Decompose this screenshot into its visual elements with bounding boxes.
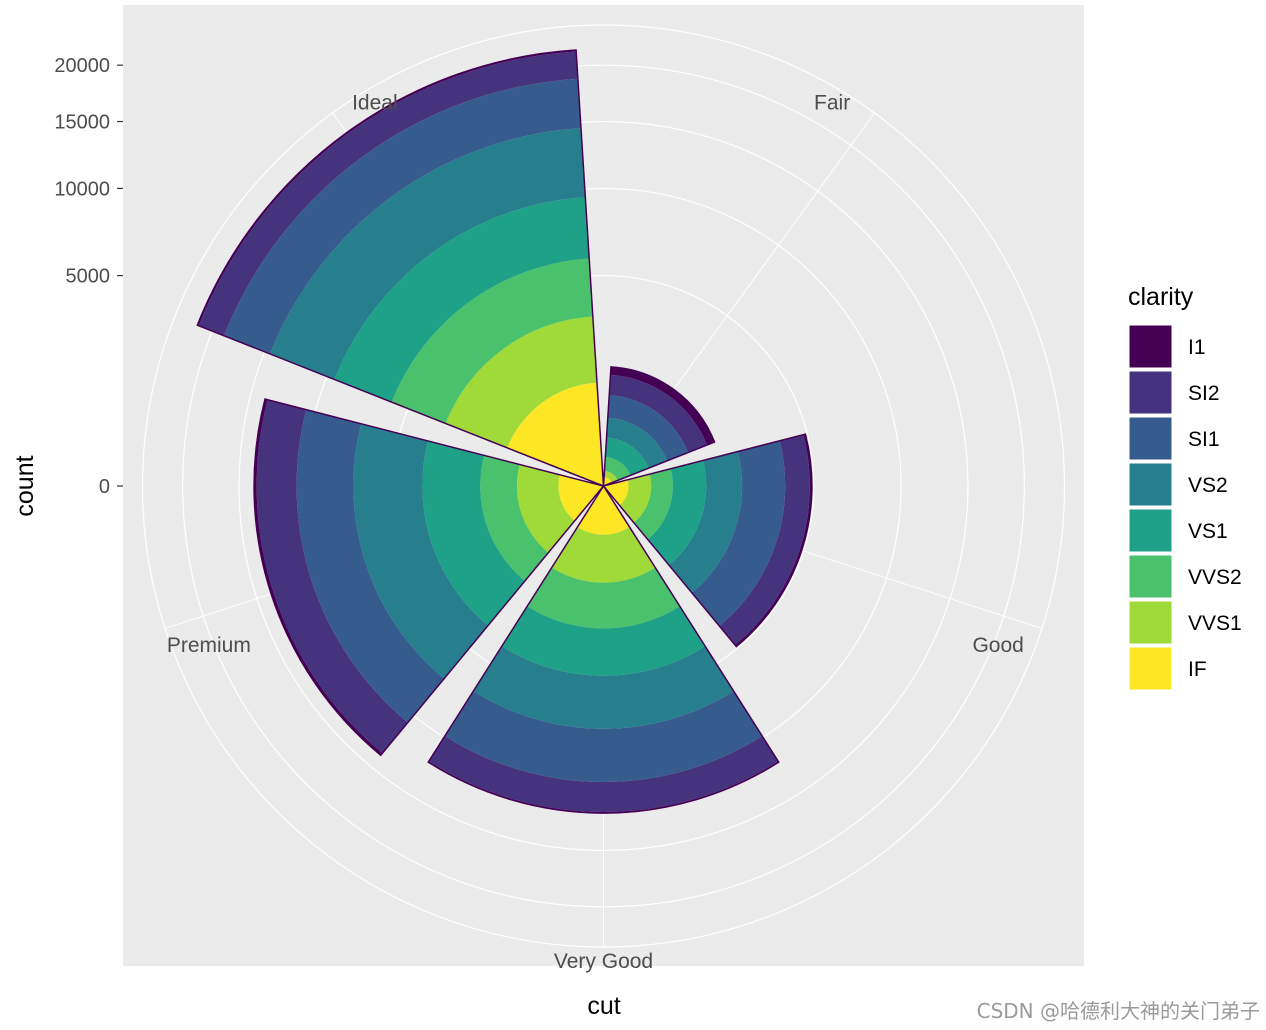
bar-segment: [473, 646, 734, 729]
bars: [196, 49, 813, 814]
bar-segment: [558, 474, 604, 521]
bar-outline: [196, 49, 605, 488]
legend-label: VVS1: [1188, 612, 1242, 635]
legend-key: [1128, 554, 1173, 599]
legend-label: VS2: [1188, 474, 1228, 497]
y-axis-title: count: [11, 455, 39, 516]
legend-label: SI2: [1188, 382, 1220, 405]
bar-segment: [604, 470, 618, 483]
category-label: Good: [972, 634, 1023, 657]
legend-label: VVS2: [1188, 566, 1242, 589]
bar-segment: [609, 374, 708, 453]
bar-segment: [619, 474, 652, 523]
y-axis: 0 5000 10000 15000 20000: [54, 55, 123, 498]
category-label: Fair: [814, 91, 850, 114]
bar-segment: [605, 437, 649, 476]
bar-segment: [422, 440, 525, 626]
category-labels: Fair Good Very Good Premium Ideal: [167, 91, 1024, 973]
bar-segment: [527, 567, 680, 629]
legend-key: [1128, 416, 1173, 461]
bar-outline: [602, 433, 813, 648]
legend-key: [1128, 508, 1173, 553]
legend-key: [1128, 462, 1173, 507]
y-tick-label: 0: [99, 476, 110, 498]
bar-segment: [606, 417, 667, 469]
bar-segment: [296, 409, 445, 723]
legend-key: [1128, 324, 1173, 369]
bar-segment: [668, 451, 743, 593]
bar-segment: [604, 457, 631, 481]
bar-segment: [501, 606, 706, 676]
bar-segment: [270, 128, 586, 380]
bar-segment: [633, 468, 673, 540]
legend-label: VS1: [1188, 520, 1228, 543]
legend-label: I1: [1188, 336, 1206, 359]
bar-segment: [334, 197, 590, 403]
bar-outline: [253, 398, 605, 757]
category-label: Premium: [167, 634, 251, 657]
bar-segment: [577, 486, 630, 535]
y-tick-label: 10000: [54, 178, 110, 200]
bar-segment: [647, 460, 707, 566]
legend-title: clarity: [1128, 283, 1194, 311]
bar-segment: [353, 423, 489, 679]
legend-label: SI1: [1188, 428, 1220, 451]
category-label: Ideal: [352, 91, 398, 114]
watermark: CSDN @哈德利大神的关门弟子: [976, 999, 1260, 1023]
bar-segment: [254, 399, 383, 756]
y-tick-label: 15000: [54, 112, 110, 134]
bar-segment: [607, 395, 689, 461]
bar-segment: [428, 735, 779, 812]
bar-segment: [516, 464, 575, 553]
legend-label: IF: [1188, 658, 1207, 681]
legend-key: [1128, 370, 1173, 415]
bar-segment: [603, 479, 629, 506]
bar-segment: [198, 51, 578, 336]
bar-segment: [735, 434, 812, 647]
bar-outline: [427, 484, 780, 814]
bar-segment: [719, 434, 810, 646]
bar-segment: [603, 477, 612, 486]
bar-outline: [602, 366, 716, 488]
bar-segment: [480, 455, 549, 581]
y-tick-label: 5000: [66, 266, 111, 288]
bar-segment: [691, 440, 786, 627]
bar-segment: [445, 316, 597, 448]
bar-segment: [551, 527, 656, 583]
bar-segment: [444, 691, 763, 783]
y-tick-label: 20000: [54, 55, 110, 77]
x-axis-title: cut: [587, 992, 620, 1020]
legend: clarity I1 SI2 SI1 VS2 VS1 VVS2 VVS1 IF: [1128, 283, 1242, 691]
bar-segment: [224, 78, 581, 354]
legend-key: [1128, 600, 1173, 645]
bar-segment: [256, 399, 408, 754]
bar-segment: [428, 761, 779, 814]
legend-key: [1128, 646, 1173, 691]
bar-segment: [391, 258, 593, 424]
bar-segment: [507, 382, 604, 486]
category-label: Very Good: [554, 950, 653, 973]
